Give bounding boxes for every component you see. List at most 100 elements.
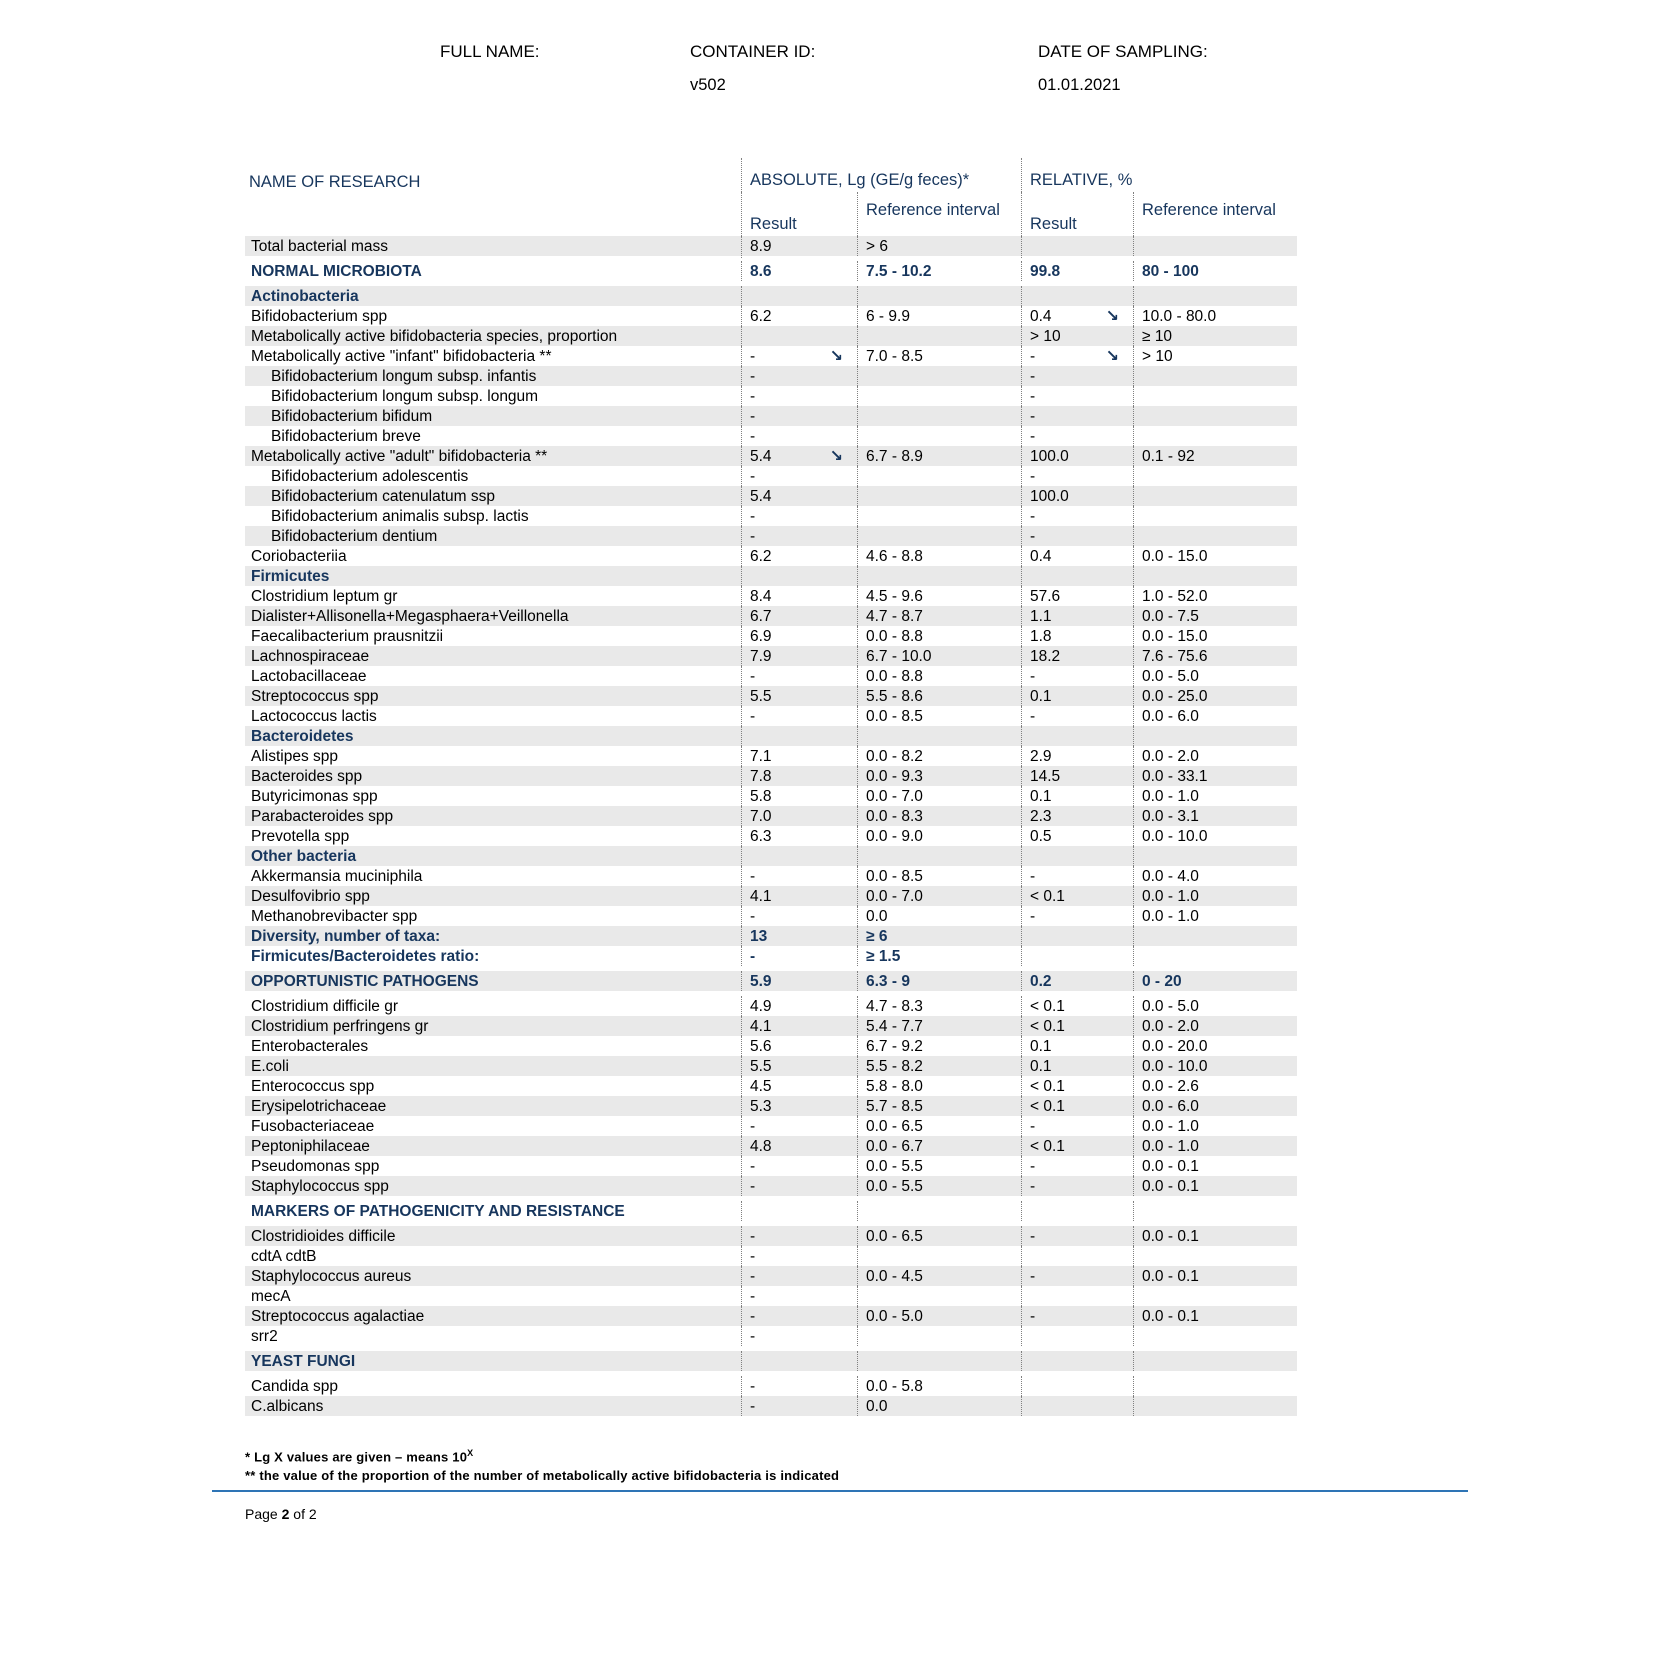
table-row: Pseudomonas spp - 0.0 - 5.5 - 0.0 - 0.1 — [245, 1156, 1297, 1176]
rel-reference: 0.0 - 7.5 — [1142, 607, 1199, 625]
abs-result-cell: - — [741, 1226, 857, 1246]
row-name: Bifidobacterium longum subsp. infantis — [271, 367, 537, 385]
abs-result: - — [750, 427, 756, 445]
abs-result-cell: - — [741, 1286, 857, 1306]
rel-result: 0.1 — [1030, 1057, 1052, 1075]
table-row: Bifidobacterium spp 6.2 6 - 9.9 0.4 ↘ 10.0 - … — [245, 306, 1297, 326]
abs-result-cell: - — [741, 1306, 857, 1326]
row-name: OPPORTUNISTIC PATHOGENS — [251, 972, 479, 990]
abs-result: - — [750, 367, 756, 385]
rel-reference-cell — [1133, 926, 1297, 946]
table-row: Erysipelotrichaceae 5.3 5.7 - 8.5 < 0.1 0.0 … — [245, 1096, 1297, 1116]
table-row: Bifidobacterium longum subsp. infantis - - — [245, 366, 1297, 386]
abs-result-cell: - — [741, 1156, 857, 1176]
rel-reference: 0.0 - 6.0 — [1142, 1097, 1199, 1115]
rel-reference-cell — [1133, 236, 1297, 256]
abs-result: 6.7 — [750, 607, 772, 625]
rel-result-cell — [1021, 1396, 1133, 1416]
abs-reference-cell: 4.7 - 8.3 — [857, 996, 1021, 1016]
abs-reference: 5.7 - 8.5 — [866, 1097, 923, 1115]
abs-reference-cell: 7.5 - 10.2 — [857, 261, 1021, 281]
abs-result: 6.2 — [750, 307, 772, 325]
rel-reference-cell: 0.0 - 3.1 — [1133, 806, 1297, 826]
abs-result: - — [750, 1227, 756, 1245]
abs-reference-cell: > 6 — [857, 236, 1021, 256]
abs-reference: > 6 — [866, 237, 888, 255]
row-name: Bifidobacterium catenulatum ssp — [271, 487, 496, 505]
rel-result: 100.0 — [1030, 447, 1069, 465]
rel-result-cell — [1021, 726, 1133, 746]
row-name: Clostridium perfringens gr — [251, 1017, 429, 1035]
abs-reference-cell: ≥ 6 — [857, 926, 1021, 946]
table-header: NAME OF RESEARCH ABSOLUTE, Lg (GE/g fece… — [245, 158, 1297, 258]
rel-reference: 0.0 - 1.0 — [1142, 907, 1199, 925]
table-row: C.albicans - 0.0 — [245, 1396, 1297, 1416]
abs-reference-cell: 6.3 - 9 — [857, 971, 1021, 991]
rel-result: < 0.1 — [1030, 1097, 1065, 1115]
rel-reference-cell — [1133, 506, 1297, 526]
abs-reference-cell: ≥ 1.5 — [857, 946, 1021, 966]
rel-reference-cell: 0.0 - 1.0 — [1133, 886, 1297, 906]
abs-result-cell: - — [741, 666, 857, 686]
abs-result: 6.3 — [750, 827, 772, 845]
abs-result-cell: - — [741, 866, 857, 886]
abs-result-cell: - — [741, 706, 857, 726]
rel-result-cell: - — [1021, 906, 1133, 926]
rel-reference-cell: 7.6 - 75.6 — [1133, 646, 1297, 666]
abs-reference: 4.7 - 8.3 — [866, 997, 923, 1015]
rel-reference-cell — [1133, 526, 1297, 546]
abs-result: 5.5 — [750, 1057, 772, 1075]
rel-result: 0.4 — [1030, 547, 1052, 565]
rel-reference-cell — [1133, 946, 1297, 966]
table-row: Staphylococcus aureus - 0.0 - 4.5 - 0.0 - 0.… — [245, 1266, 1297, 1286]
abs-reference: 6.7 - 10.0 — [866, 647, 932, 665]
rel-result-cell: - — [1021, 1176, 1133, 1196]
rel-reference-cell: 0.0 - 25.0 — [1133, 686, 1297, 706]
row-name: Coriobacteriia — [251, 547, 347, 565]
rel-reference-cell: 0.0 - 5.0 — [1133, 996, 1297, 1016]
abs-result: - — [750, 1397, 756, 1415]
rel-reference: 0.0 - 0.1 — [1142, 1177, 1199, 1195]
rel-result: < 0.1 — [1030, 1137, 1065, 1155]
rel-reference: 0.0 - 33.1 — [1142, 767, 1208, 785]
rel-reference: 0.0 - 20.0 — [1142, 1037, 1208, 1055]
table-row: Bifidobacterium bifidum - - — [245, 406, 1297, 426]
table-row: Methanobrevibacter spp - 0.0 - 0.0 - 1.0 — [245, 906, 1297, 926]
abs-result-cell: 5.8 — [741, 786, 857, 806]
table-row: Total bacterial mass 8.9 > 6 — [245, 236, 1297, 256]
abs-reference: 0.0 - 9.0 — [866, 827, 923, 845]
abs-result: 8.9 — [750, 237, 772, 255]
abs-reference-cell: 0.0 - 4.5 — [857, 1266, 1021, 1286]
abs-reference: 4.5 - 9.6 — [866, 587, 923, 605]
abs-result-cell: - — [741, 366, 857, 386]
abs-result-cell: - ↘ — [741, 346, 857, 366]
rel-reference-cell: 0.0 - 1.0 — [1133, 1136, 1297, 1156]
abs-reference-cell: 0.0 - 5.5 — [857, 1176, 1021, 1196]
rel-reference: 0.0 - 0.1 — [1142, 1307, 1199, 1325]
rel-reference-cell — [1133, 846, 1297, 866]
rel-result: 14.5 — [1030, 767, 1061, 785]
abs-result-cell: - — [741, 1246, 857, 1266]
abs-reference-cell: 0.0 - 8.2 — [857, 746, 1021, 766]
abs-result: - — [750, 407, 756, 425]
rel-reference-cell — [1133, 1201, 1297, 1221]
rel-reference: 0.0 - 15.0 — [1142, 547, 1208, 565]
abs-result-cell: - — [741, 1326, 857, 1346]
rel-result: - — [1030, 427, 1036, 445]
footer-divider — [212, 1490, 1468, 1492]
rel-result-cell — [1021, 926, 1133, 946]
row-name: Erysipelotrichaceae — [251, 1097, 387, 1115]
abs-result: 8.6 — [750, 262, 772, 280]
row-name: Lachnospiraceae — [251, 647, 370, 665]
abs-reference-cell — [857, 726, 1021, 746]
abs-result-cell: - — [741, 906, 857, 926]
table-row: Butyricimonas spp 5.8 0.0 - 7.0 0.1 0.0 - 1.… — [245, 786, 1297, 806]
abs-reference: 0.0 - 8.8 — [866, 627, 923, 645]
rel-result: - — [1030, 507, 1036, 525]
rel-result: - — [1030, 667, 1036, 685]
row-name: Staphylococcus aureus — [251, 1267, 412, 1285]
rel-result: - — [1030, 467, 1036, 485]
rel-result: - — [1030, 1267, 1036, 1285]
abs-result-cell: 5.6 — [741, 1036, 857, 1056]
abs-result-cell: 5.5 — [741, 1056, 857, 1076]
